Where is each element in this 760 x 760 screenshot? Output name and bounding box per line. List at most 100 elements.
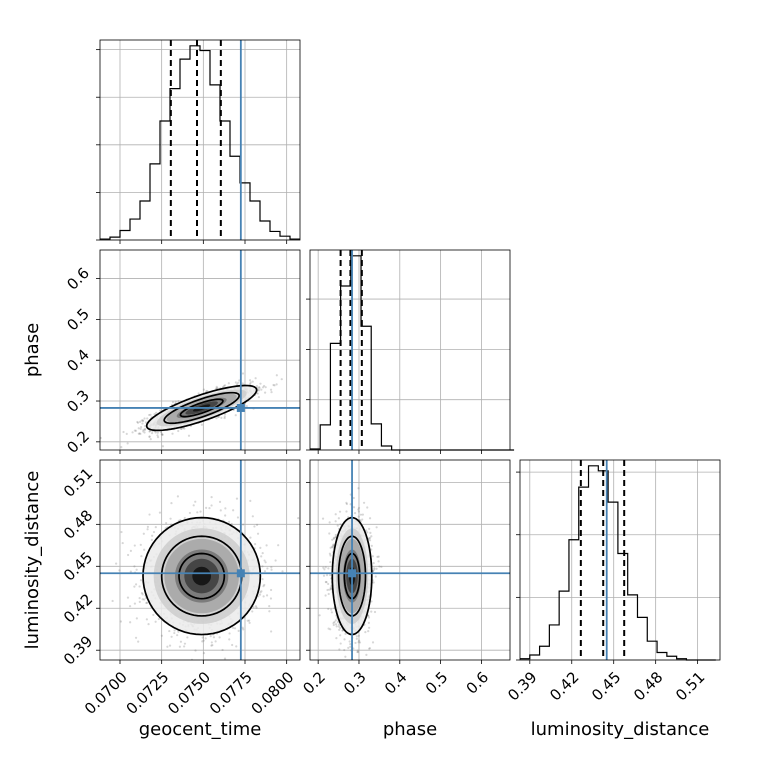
- sample-point: [255, 606, 258, 609]
- sample-point: [332, 621, 335, 625]
- sample-point: [356, 650, 359, 654]
- sample-point: [327, 567, 330, 570]
- sample-point: [155, 411, 158, 414]
- sample-point: [349, 645, 352, 648]
- histogram-panel-luminosity_distance: [516, 459, 721, 664]
- sample-point: [149, 438, 152, 441]
- sample-point: [233, 627, 237, 630]
- sample-point: [329, 628, 332, 631]
- sample-point: [202, 388, 206, 391]
- sample-point: [168, 629, 171, 633]
- sample-point: [246, 619, 249, 622]
- sample-point: [205, 389, 208, 393]
- sample-point: [131, 431, 134, 434]
- sample-point: [328, 588, 331, 591]
- sample-point: [367, 621, 370, 625]
- sample-point: [323, 568, 326, 571]
- sample-point: [146, 525, 149, 528]
- sample-point: [277, 544, 280, 547]
- sample-point: [196, 511, 199, 514]
- sample-point: [143, 417, 146, 420]
- sample-point: [148, 435, 151, 438]
- sample-point: [251, 515, 254, 518]
- sample-point: [178, 645, 181, 648]
- sample-point: [368, 527, 371, 530]
- sample-point: [338, 648, 341, 651]
- sample-point: [272, 383, 275, 387]
- sample-point: [237, 629, 240, 632]
- sample-point: [146, 417, 149, 420]
- sample-point: [150, 432, 154, 435]
- sample-point: [223, 416, 226, 420]
- sample-point: [262, 384, 266, 388]
- sample-point: [141, 593, 144, 596]
- sample-point: [170, 635, 173, 638]
- sample-point: [248, 619, 251, 622]
- sample-point: [335, 637, 338, 640]
- sample-point: [139, 432, 142, 436]
- sample-point: [142, 419, 145, 423]
- sample-point: [187, 434, 191, 437]
- sample-point: [139, 543, 142, 546]
- sample-point: [161, 433, 164, 437]
- scatter-panel-geocent_time-vs-luminosity_distance: [96, 459, 301, 664]
- sample-point: [249, 536, 252, 539]
- sample-point: [329, 586, 332, 589]
- sample-point: [261, 386, 265, 389]
- sample-point: [142, 430, 145, 433]
- sample-point: [218, 500, 222, 503]
- sample-point: [152, 613, 155, 617]
- sample-point: [134, 636, 138, 639]
- sample-point: [335, 625, 338, 628]
- sample-point: [258, 385, 261, 389]
- sample-point: [378, 565, 381, 568]
- sample-point: [140, 592, 144, 595]
- sample-point: [100, 436, 102, 440]
- sample-point: [227, 520, 231, 523]
- sample-point: [269, 597, 273, 600]
- sample-point: [258, 593, 262, 596]
- sample-point: [214, 640, 217, 643]
- sample-point: [152, 530, 156, 534]
- sample-point: [126, 596, 130, 599]
- sample-point: [120, 530, 123, 534]
- sample-point: [157, 617, 160, 621]
- histogram-steps-luminosity_distance: [520, 465, 716, 661]
- sample-point: [133, 585, 136, 588]
- panel-frame: [309, 249, 511, 451]
- sample-point: [179, 640, 183, 643]
- sample-point: [156, 434, 159, 437]
- sample-point: [370, 535, 373, 538]
- sample-point: [357, 506, 361, 510]
- sample-point: [120, 446, 123, 449]
- sample-point: [210, 504, 213, 507]
- sample-point: [204, 637, 207, 640]
- sample-point: [144, 424, 147, 428]
- sample-point: [133, 565, 136, 568]
- sample-point: [222, 384, 226, 387]
- sample-point: [197, 392, 200, 395]
- sample-point: [334, 536, 337, 539]
- sample-point: [339, 642, 342, 645]
- sample-point: [138, 432, 141, 435]
- sample-point: [241, 626, 244, 629]
- sample-point: [265, 544, 268, 547]
- sample-point: [192, 504, 195, 507]
- sample-point: [334, 520, 337, 523]
- sample-point: [138, 420, 142, 423]
- contour-line: [145, 384, 258, 432]
- sample-point: [137, 640, 140, 643]
- sample-point: [255, 384, 259, 388]
- sample-point: [129, 621, 132, 624]
- sample-point: [353, 512, 357, 515]
- sample-point: [134, 583, 138, 586]
- sample-point: [261, 578, 264, 581]
- sample-point: [128, 605, 132, 608]
- truth-marker: [236, 569, 245, 578]
- sample-point: [274, 559, 277, 562]
- sample-point: [170, 501, 173, 505]
- sample-point: [148, 413, 151, 417]
- sample-point: [270, 568, 273, 571]
- sample-point: [259, 591, 262, 594]
